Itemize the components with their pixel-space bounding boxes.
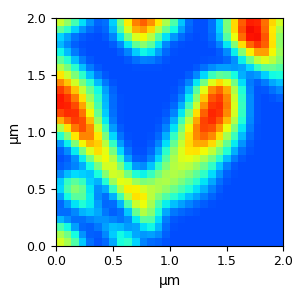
Y-axis label: μm: μm — [7, 121, 21, 143]
X-axis label: μm: μm — [158, 274, 181, 288]
